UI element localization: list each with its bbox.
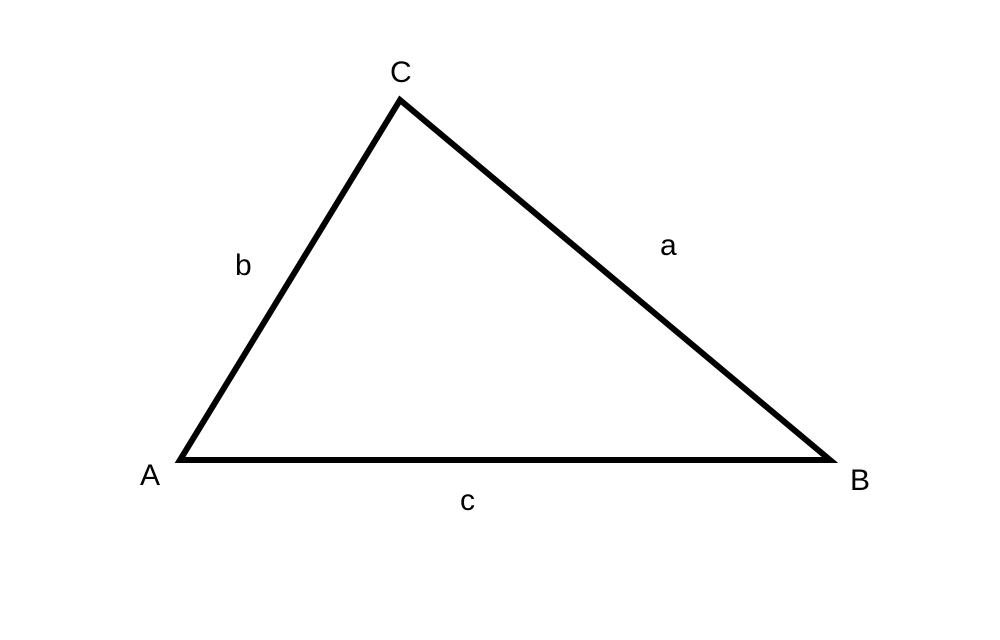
- edge-label-a: a: [660, 229, 677, 262]
- triangle-diagram: A B C a b c: [0, 0, 1000, 640]
- vertex-label-b: B: [850, 464, 870, 497]
- triangle-shape: [180, 100, 830, 460]
- edge-label-b: b: [235, 249, 252, 282]
- vertex-label-a: A: [140, 459, 160, 492]
- vertex-label-c: C: [390, 56, 412, 89]
- edge-label-c: c: [460, 484, 475, 517]
